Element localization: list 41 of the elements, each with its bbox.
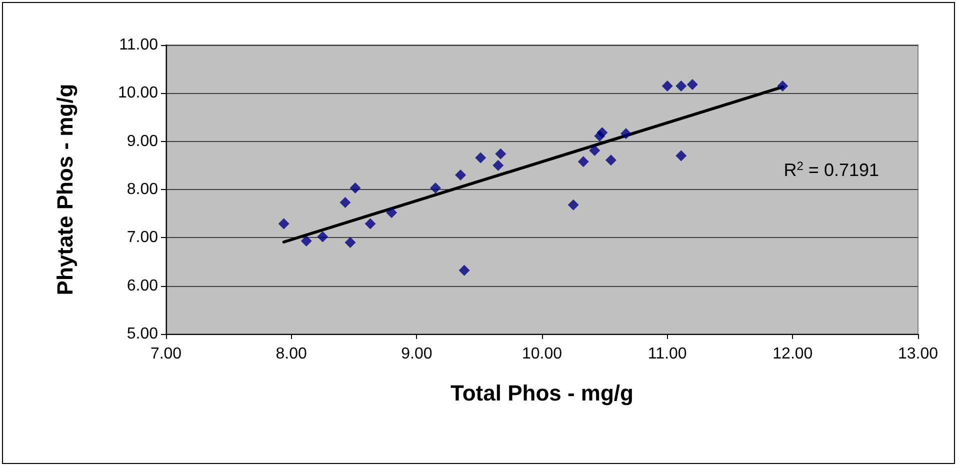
x-tick-label: 12.00 [772,346,813,362]
point [458,264,470,276]
point [676,150,687,162]
y-tick-label: 11.00 [119,36,158,54]
point [430,182,441,194]
x-tick-label: 11.00 [648,346,687,362]
x-tick-label: 8.00 [276,346,308,362]
point [340,197,351,208]
point [492,160,504,171]
y-tick-label: 10.00 [118,84,158,102]
point [662,80,673,92]
y-axis-title: Phytate Phos - mg/g [52,84,78,296]
x-tick-label: 10.00 [522,346,562,362]
point [475,152,486,164]
point [676,80,687,92]
point [278,218,290,230]
point [589,144,600,156]
x-axis-title: Total Phos - mg/g [450,380,634,406]
point [620,128,632,140]
point [300,236,312,247]
y-tick-label: 7.00 [126,229,158,246]
point [364,218,376,230]
x-tick-label: 9.00 [401,346,432,362]
point [777,80,788,92]
y-tick-label: 6.00 [126,277,158,294]
point [686,78,698,90]
point [350,182,361,194]
point [386,207,398,218]
point [596,127,608,138]
point [605,154,616,166]
point [344,236,356,248]
y-tick-label: 8.00 [126,181,158,198]
point [455,170,466,181]
point [317,231,328,242]
y-tick-label: 5.00 [126,326,158,342]
x-tick-label: 7.00 [150,346,182,362]
y-tick-label: 9.00 [126,132,158,150]
x-tick-label: 13.00 [898,346,938,362]
point [495,148,506,160]
point [578,156,589,168]
point [568,199,579,210]
